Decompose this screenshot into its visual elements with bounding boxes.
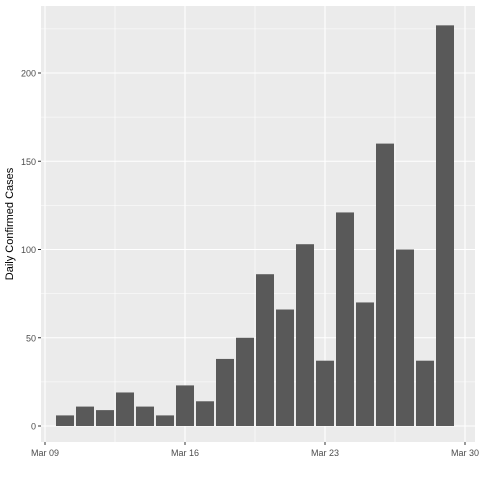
bar	[296, 244, 314, 426]
bar	[96, 410, 114, 426]
x-axis: Mar 09 Mar 16 Mar 23 Mar 30	[31, 442, 479, 458]
bar	[336, 212, 354, 426]
bar	[216, 358, 234, 426]
bar	[316, 360, 334, 426]
y-axis: 0 50 100 150 200	[21, 69, 41, 432]
y-tick-label: 100	[21, 245, 36, 255]
bar	[396, 249, 414, 426]
bar	[356, 302, 374, 426]
y-axis-label: Daily Confirmed Cases	[4, 167, 16, 280]
y-tick-label: 50	[26, 333, 36, 343]
x-tick-label: Mar 16	[171, 448, 199, 458]
bar	[136, 406, 154, 426]
x-tick-label: Mar 23	[311, 448, 339, 458]
bar	[76, 406, 94, 426]
bar	[236, 337, 254, 426]
bar	[116, 392, 134, 426]
bar	[276, 309, 294, 426]
bar	[156, 415, 174, 426]
x-tick-label: Mar 30	[451, 448, 479, 458]
bar	[56, 415, 74, 426]
x-tick-label: Mar 09	[31, 448, 59, 458]
bars	[56, 25, 454, 426]
bar	[256, 274, 274, 426]
bar	[196, 401, 214, 426]
bar	[376, 143, 394, 426]
y-tick-label: 150	[21, 157, 36, 167]
bar	[416, 360, 434, 426]
y-tick-label: 0	[31, 422, 36, 432]
y-tick-label: 200	[21, 69, 36, 79]
bar	[436, 25, 454, 426]
bar	[176, 385, 194, 426]
